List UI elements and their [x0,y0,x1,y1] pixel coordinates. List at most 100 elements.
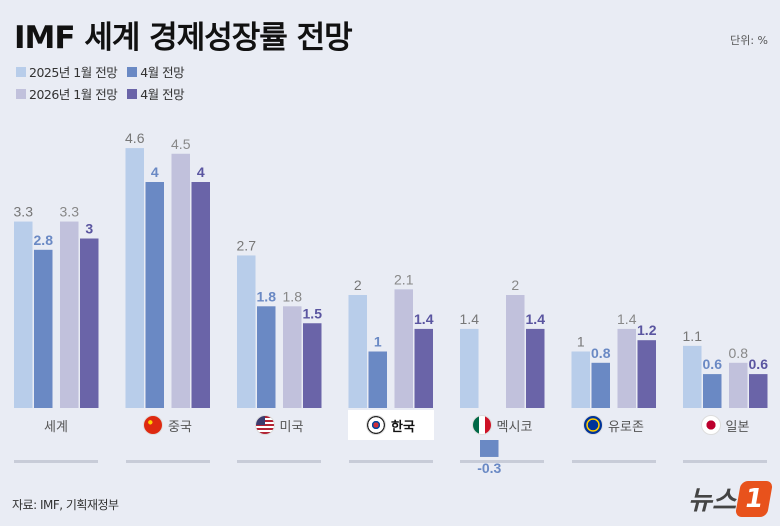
legend-label: 4월 전망 [140,87,185,102]
category-text: 한국 [391,419,415,435]
mexico-flag-icon [471,415,492,435]
news1-logo: 뉴스 1 [688,480,774,517]
japan-flag-icon [700,415,721,435]
data-label: 1 [577,334,585,350]
data-label: 4 [151,164,159,180]
data-label: 4 [197,164,205,180]
data-label: 3.3 [14,204,34,220]
data-label: 0.6 [749,356,769,372]
category-label: 중국 [125,410,211,440]
category-label: 미국 [236,410,322,440]
category-divider [125,460,210,463]
legend-item: 2025년 1월 전망 [16,62,118,81]
category-text: 미국 [279,419,304,435]
data-label: 4.6 [125,130,145,146]
data-label: 0.8 [729,345,749,361]
bar [125,148,144,408]
data-label: 1.4 [617,311,637,327]
bar [637,340,656,408]
category-divider [348,460,433,463]
bar [80,238,99,408]
category-text: 세계 [44,419,68,435]
bar [703,374,722,408]
category-text: 멕시코 [496,419,533,435]
bar [526,328,545,408]
data-label: 4.5 [171,136,191,152]
bar [480,440,499,457]
legend-item: 4월 전망 [127,62,185,81]
data-label: 1.5 [303,305,323,321]
category-label: 일본 [682,410,768,440]
legend-label: 2026년 1월 전망 [29,87,118,102]
unit-label: 단위: % [730,34,768,47]
category-text: 유로존 [608,419,644,435]
bar [283,306,302,408]
category-label: 유로존 [571,410,657,440]
legend-label: 2025년 1월 전망 [29,65,118,80]
legend-item: 2026년 1월 전망 [16,84,118,103]
bar [191,182,210,408]
bar [368,351,387,408]
bar [683,345,702,408]
data-label: 2.7 [237,237,257,253]
page-title: IMF 세계 경제성장률 전망 [14,20,353,56]
legend-swatch [127,88,138,99]
data-label: 1.8 [257,288,277,304]
eu-flag-icon [583,415,604,435]
legend-swatch [16,88,26,99]
china-flag-icon [143,415,164,435]
legend-label: 4월 전망 [140,65,185,80]
data-label: 2.8 [34,232,54,248]
bar [460,328,479,408]
bar [571,351,590,408]
data-label: 1 [374,334,382,350]
korea-flag-icon [366,415,387,435]
bar [506,295,525,408]
data-label: 2 [511,277,519,293]
logo-text: 뉴스 [688,486,736,516]
bar [257,306,276,408]
logo-mark: 1 [734,480,774,517]
category-label: 한국 [347,410,434,440]
data-label: 1.4 [460,311,480,327]
legend-swatch [16,66,26,77]
bar [60,221,79,408]
bar [394,289,413,408]
category-divider [14,460,98,463]
bar [591,362,610,408]
data-label: 0.8 [591,345,611,361]
data-label: 1.2 [637,322,657,338]
data-label: 3 [85,221,93,237]
bar [171,153,190,408]
category-divider [460,460,544,463]
category-label: 세계 [13,410,99,440]
bar [414,328,433,408]
data-label: 0.6 [703,356,723,372]
category-divider [237,460,321,463]
legend-swatch [127,66,138,77]
bar [14,221,33,408]
category-divider [571,460,656,463]
category-text: 일본 [725,419,750,435]
data-label: 1.8 [283,288,303,304]
bar [749,374,768,408]
legend-item: 4월 전망 [127,84,185,103]
legend-row-2025: 2025년 1월 전망 4월 전망 [16,62,185,81]
bar [145,182,164,408]
bar [303,323,322,408]
data-label: 1.4 [526,311,546,327]
bar [34,249,53,408]
data-label: 1.1 [683,328,703,344]
data-label: 1.4 [414,311,434,327]
data-label: 2 [354,277,362,293]
legend-row-2026: 2026년 1월 전망 4월 전망 [16,84,185,103]
bar [237,255,256,408]
data-label: 2.1 [394,271,414,287]
category-label: 멕시코 [459,410,545,440]
category-divider [683,460,767,463]
data-label: -0.3 [477,460,501,476]
bar [729,362,748,408]
category-text: 중국 [168,419,192,435]
